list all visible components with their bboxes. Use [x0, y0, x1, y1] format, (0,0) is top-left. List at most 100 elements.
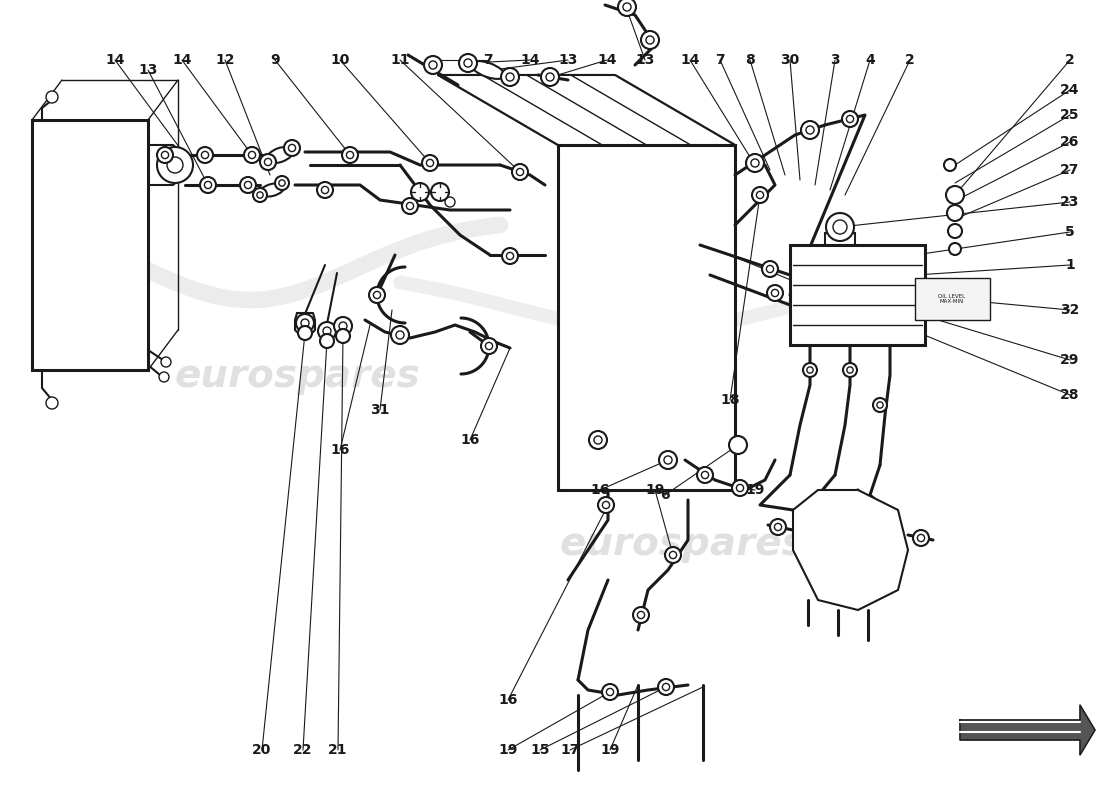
Circle shape: [411, 183, 429, 201]
Circle shape: [637, 611, 645, 618]
Circle shape: [751, 159, 759, 167]
Text: 13: 13: [139, 63, 157, 77]
Circle shape: [346, 151, 353, 158]
Text: 4: 4: [865, 53, 874, 67]
Circle shape: [833, 220, 847, 234]
Circle shape: [446, 197, 455, 207]
Circle shape: [546, 73, 554, 81]
Circle shape: [702, 471, 708, 478]
Circle shape: [197, 147, 213, 163]
Circle shape: [253, 188, 267, 202]
Circle shape: [662, 683, 670, 690]
Circle shape: [301, 319, 309, 327]
Circle shape: [746, 154, 764, 172]
Circle shape: [339, 322, 346, 330]
Circle shape: [803, 363, 817, 377]
Text: 23: 23: [1060, 195, 1080, 209]
Circle shape: [46, 91, 58, 103]
Text: 16: 16: [330, 443, 350, 457]
Circle shape: [422, 155, 438, 171]
Circle shape: [342, 147, 358, 163]
Text: 8: 8: [745, 53, 755, 67]
Circle shape: [594, 436, 602, 444]
Text: 27: 27: [1060, 163, 1080, 177]
Circle shape: [431, 183, 449, 201]
Circle shape: [396, 331, 404, 339]
Text: 14: 14: [597, 53, 617, 67]
Circle shape: [623, 3, 631, 11]
Circle shape: [459, 54, 477, 72]
Text: 2: 2: [905, 53, 915, 67]
Circle shape: [606, 688, 614, 695]
Circle shape: [877, 402, 883, 408]
Text: 14: 14: [173, 53, 191, 67]
Text: 32: 32: [1060, 303, 1080, 317]
Circle shape: [368, 287, 385, 303]
Circle shape: [427, 159, 433, 166]
Circle shape: [298, 326, 312, 340]
Circle shape: [200, 177, 216, 193]
Circle shape: [762, 261, 778, 277]
Circle shape: [736, 484, 744, 491]
Text: OIL LEVEL
MAX·MIN: OIL LEVEL MAX·MIN: [938, 294, 966, 304]
Circle shape: [334, 317, 352, 335]
Circle shape: [598, 497, 614, 513]
Circle shape: [646, 36, 654, 44]
Circle shape: [161, 357, 170, 367]
Circle shape: [373, 291, 381, 298]
Circle shape: [618, 0, 636, 16]
Text: 16: 16: [460, 433, 480, 447]
Circle shape: [264, 158, 272, 166]
Text: 13: 13: [636, 53, 654, 67]
Circle shape: [947, 205, 962, 221]
Text: 14: 14: [520, 53, 540, 67]
Circle shape: [321, 186, 329, 194]
Circle shape: [288, 144, 296, 152]
Circle shape: [275, 176, 289, 190]
Circle shape: [516, 168, 524, 176]
Circle shape: [402, 198, 418, 214]
Circle shape: [336, 329, 350, 343]
Circle shape: [913, 530, 930, 546]
Circle shape: [244, 147, 260, 163]
Circle shape: [318, 322, 336, 340]
Circle shape: [284, 140, 300, 156]
Circle shape: [240, 177, 256, 193]
Circle shape: [506, 253, 514, 259]
Text: 12: 12: [216, 53, 234, 67]
Circle shape: [201, 151, 209, 158]
Circle shape: [464, 59, 472, 67]
Ellipse shape: [266, 147, 294, 163]
Text: 3: 3: [830, 53, 839, 67]
Circle shape: [167, 157, 183, 173]
Circle shape: [320, 334, 334, 348]
Circle shape: [666, 547, 681, 563]
Ellipse shape: [260, 183, 284, 197]
Circle shape: [632, 607, 649, 623]
Text: 13: 13: [559, 53, 578, 67]
Text: 14: 14: [680, 53, 700, 67]
Text: 7: 7: [483, 53, 493, 67]
Text: 19: 19: [498, 743, 518, 757]
Bar: [790, 245, 925, 345]
Circle shape: [847, 367, 854, 373]
Text: 26: 26: [1060, 135, 1080, 149]
Polygon shape: [960, 705, 1094, 755]
Circle shape: [806, 126, 814, 134]
Circle shape: [658, 679, 674, 695]
Circle shape: [807, 367, 813, 373]
Circle shape: [664, 456, 672, 464]
Circle shape: [500, 68, 519, 86]
Circle shape: [157, 147, 192, 183]
Circle shape: [949, 243, 961, 255]
Text: eurospares: eurospares: [174, 357, 420, 395]
Circle shape: [917, 534, 925, 542]
Text: 16: 16: [498, 693, 518, 707]
Circle shape: [801, 121, 820, 139]
Circle shape: [46, 397, 58, 409]
Circle shape: [260, 154, 276, 170]
Circle shape: [506, 73, 514, 81]
Circle shape: [697, 467, 713, 483]
Circle shape: [757, 191, 763, 198]
Circle shape: [752, 187, 768, 203]
